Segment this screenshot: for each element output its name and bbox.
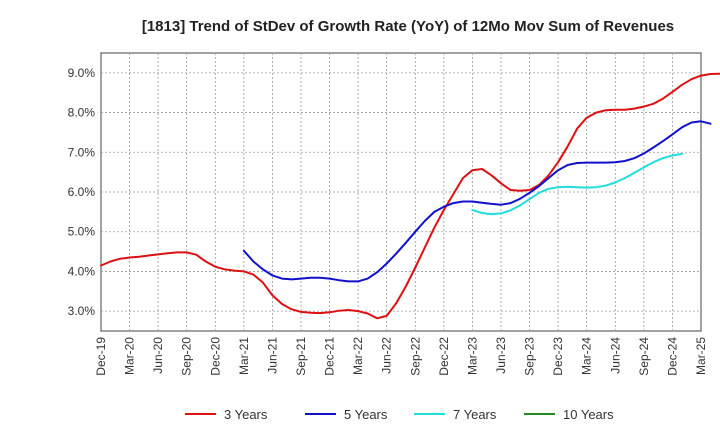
x-tick-label: Sep-22 [408,337,422,376]
x-tick-label: Jun-20 [151,337,165,374]
legend-label: 10 Years [563,407,614,422]
legend-label: 5 Years [344,407,388,422]
x-tick-label: Dec-19 [94,337,108,376]
x-tick-label: Mar-22 [351,337,365,375]
series-line-5-years [242,120,712,283]
series-line-3-years [100,72,720,320]
x-tick-label: Mar-25 [694,337,708,375]
chart-title: [1813] Trend of StDev of Growth Rate (Yo… [142,18,674,35]
x-tick-label: Dec-20 [208,337,222,376]
x-tick-label: Dec-23 [551,337,565,376]
plot-area: Dec-19 Mar-20 Jun-20 Sep-20 Dec-20 Mar-21 Jun-… [68,52,720,376]
legend-label: 7 Years [453,407,497,422]
x-tick-label: Dec-22 [437,337,451,376]
y-tick-label: 7.0% [68,145,96,159]
x-tick-label: Jun-23 [494,337,508,374]
x-tick-label: Jun-22 [380,337,394,374]
x-tick-label: Mar-20 [123,337,137,375]
y-tick-label: 3.0% [68,304,96,318]
series-line-7-years [471,152,683,216]
x-tick-label: Dec-24 [665,337,679,376]
x-tick-label: Mar-23 [465,337,479,375]
x-tick-label: Mar-24 [580,337,594,375]
x-tick-label: Sep-20 [180,337,194,376]
x-tick-label: Sep-23 [523,337,537,376]
x-tick-label: Jun-21 [265,337,279,374]
x-tick-label: Sep-24 [637,337,651,376]
x-tick-label: Mar-21 [237,337,251,375]
x-tick-label: Sep-21 [294,337,308,376]
x-tick-label: Dec-21 [323,337,337,376]
y-tick-label: 6.0% [68,185,96,199]
y-tick-label: 8.0% [68,106,96,120]
y-tick-label: 4.0% [68,264,96,278]
legend: 3 Years 5 Years 7 Years 10 Years [185,407,614,422]
legend-label: 3 Years [224,407,268,422]
y-tick-label: 5.0% [68,225,96,239]
x-tick-label: Jun-24 [608,337,622,374]
y-tick-label: 9.0% [68,66,96,80]
